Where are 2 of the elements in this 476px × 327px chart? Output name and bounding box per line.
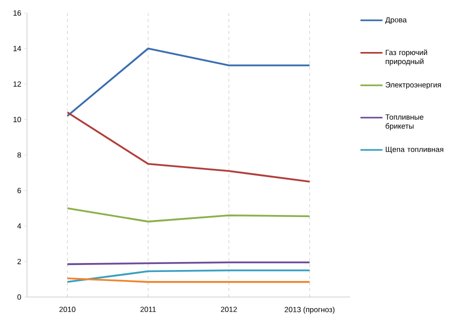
line-series [66,207,311,222]
line-series [66,112,311,183]
